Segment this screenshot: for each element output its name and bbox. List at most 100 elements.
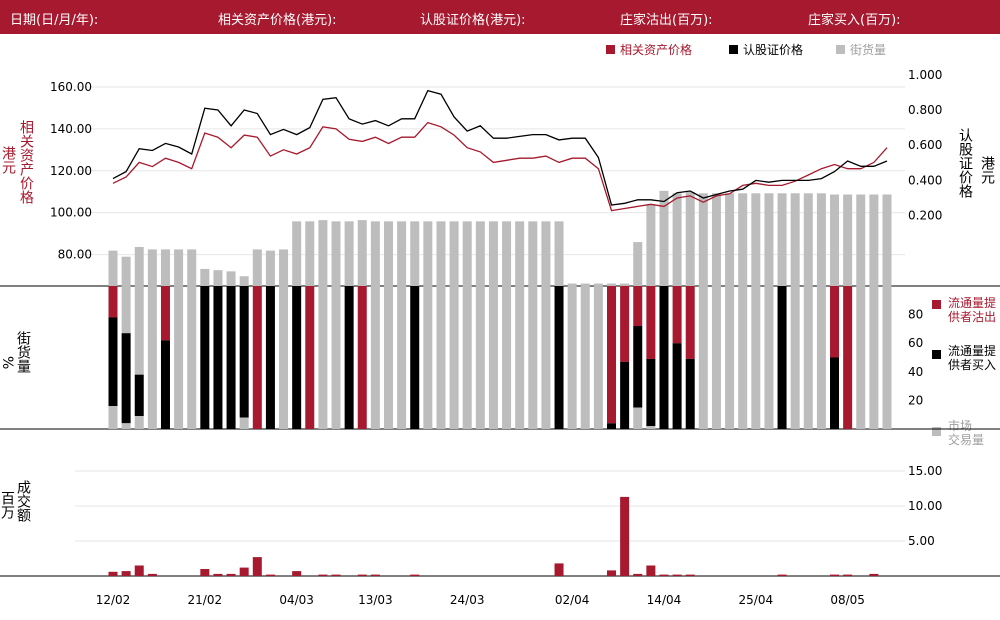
market-volume-bar	[121, 286, 131, 334]
dealer-buy-bar	[646, 358, 656, 427]
outstanding-bar	[869, 194, 879, 286]
dealer-buy-bar	[200, 286, 210, 429]
turnover-bar	[108, 571, 118, 576]
right-tick-label: 0.200	[908, 209, 942, 223]
market-volume-bar	[869, 286, 879, 429]
market-volume-bar	[370, 286, 380, 429]
outstanding-bar	[239, 276, 249, 286]
dealer-sell-bar	[633, 286, 643, 327]
market-volume-bar	[580, 286, 590, 429]
outstanding-bar	[449, 221, 459, 286]
market-volume-bar	[515, 286, 525, 429]
left-axis-title: 相关资产价格	[18, 120, 34, 204]
turnover-bar	[672, 574, 682, 576]
left-tick-label: 80.00	[58, 248, 92, 262]
market-volume-bar	[803, 286, 813, 429]
outstanding-bar	[344, 221, 354, 286]
market-volume-bar	[738, 286, 748, 429]
outstanding-bar	[147, 249, 157, 286]
mid-legend-market-line1: 市场	[948, 418, 972, 433]
market-volume-bar	[751, 286, 761, 429]
turnover-bar	[843, 574, 853, 576]
mid-tick-label: 40	[908, 365, 923, 379]
dealer-buy-bar	[777, 286, 787, 429]
dealer-buy-bar	[554, 286, 564, 429]
outstanding-bar	[383, 221, 393, 286]
market-volume-bar	[108, 406, 118, 429]
outstanding-bar	[751, 193, 761, 286]
bottom-tick-label: 5.00	[908, 534, 935, 548]
dealer-sell-bar	[830, 286, 840, 358]
market-volume-bar	[331, 286, 341, 429]
market-volume-bar	[436, 286, 446, 429]
mid-legend-buy-swatch	[932, 350, 941, 359]
dealer-sell-bar	[843, 286, 853, 429]
outstanding-bar	[607, 283, 617, 286]
mid-tick-label: 20	[908, 393, 923, 407]
dealer-buy-bar	[672, 343, 682, 429]
market-volume-bar	[856, 286, 866, 429]
market-volume-bar	[816, 286, 826, 429]
dealer-buy-bar	[213, 286, 223, 429]
bottom-axis-title: 成交额	[15, 480, 31, 522]
market-volume-bar	[593, 286, 603, 429]
outstanding-bar	[488, 221, 498, 286]
dealer-sell-bar	[620, 286, 630, 362]
outstanding-bar	[226, 271, 236, 286]
dealer-buy-bar	[659, 286, 669, 429]
mid-axis-unit: %	[0, 356, 15, 369]
mid-legend-sell-line1: 流通量提	[948, 295, 996, 310]
outstanding-bar	[397, 221, 407, 286]
dealer-buy-bar	[685, 358, 695, 429]
turnover-bar	[607, 570, 617, 576]
legend-underlying-label: 相关资产价格	[620, 42, 692, 57]
market-volume-bar	[882, 286, 892, 429]
market-volume-bar	[790, 286, 800, 429]
market-volume-bar	[764, 286, 774, 429]
mid-legend-buy-line1: 流通量提	[948, 343, 996, 358]
turnover-bar	[646, 565, 656, 576]
turnover-bar	[685, 574, 695, 576]
outstanding-bar	[620, 283, 630, 286]
turnover-bar	[659, 574, 669, 576]
right-tick-label: 0.800	[908, 103, 942, 117]
turnover-bar	[777, 574, 787, 576]
outstanding-bar	[134, 246, 144, 286]
market-volume-bar	[239, 417, 249, 429]
right-axis-title: 认股证价格	[957, 128, 973, 198]
legend-warrant-label: 认股证价格	[743, 42, 803, 57]
dealer-sell-bar	[646, 286, 656, 359]
outstanding-bar	[252, 249, 262, 286]
outstanding-bar	[790, 193, 800, 286]
dealer-sell-label: 庄家沽出(百万):	[620, 13, 713, 28]
outstanding-bar	[725, 193, 735, 286]
dealer-buy-bar	[292, 286, 302, 429]
mid-tick-label: 80	[908, 308, 923, 322]
mid-legend-market-line2: 交易量	[948, 432, 984, 447]
x-tick-label: 21/02	[188, 593, 223, 607]
x-tick-label: 13/03	[358, 593, 393, 607]
turnover-bar	[554, 563, 564, 576]
legend-outstanding-swatch	[836, 45, 845, 54]
right-tick-label: 1.000	[908, 68, 942, 82]
market-volume-bar	[567, 286, 577, 429]
dealer-sell-bar	[305, 286, 315, 429]
outstanding-bar	[174, 249, 184, 286]
dealer-buy-bar	[410, 286, 420, 429]
outstanding-bar	[265, 250, 275, 286]
outstanding-bar	[515, 221, 525, 286]
outstanding-bar	[685, 192, 695, 286]
dealer-sell-bar	[607, 286, 617, 424]
legend-warrant-swatch	[729, 45, 738, 54]
market-volume-bar	[121, 423, 131, 429]
dealer-sell-bar	[108, 286, 118, 318]
outstanding-bar	[305, 221, 315, 286]
outstanding-bar	[357, 220, 367, 286]
outstanding-bar	[882, 194, 892, 286]
outstanding-bar	[410, 221, 420, 286]
left-tick-label: 100.00	[50, 206, 92, 220]
mid-axis-title: 街货量	[15, 331, 31, 373]
outstanding-bar	[843, 194, 853, 286]
dealer-buy-bar	[160, 340, 170, 429]
outstanding-bar	[554, 221, 564, 286]
